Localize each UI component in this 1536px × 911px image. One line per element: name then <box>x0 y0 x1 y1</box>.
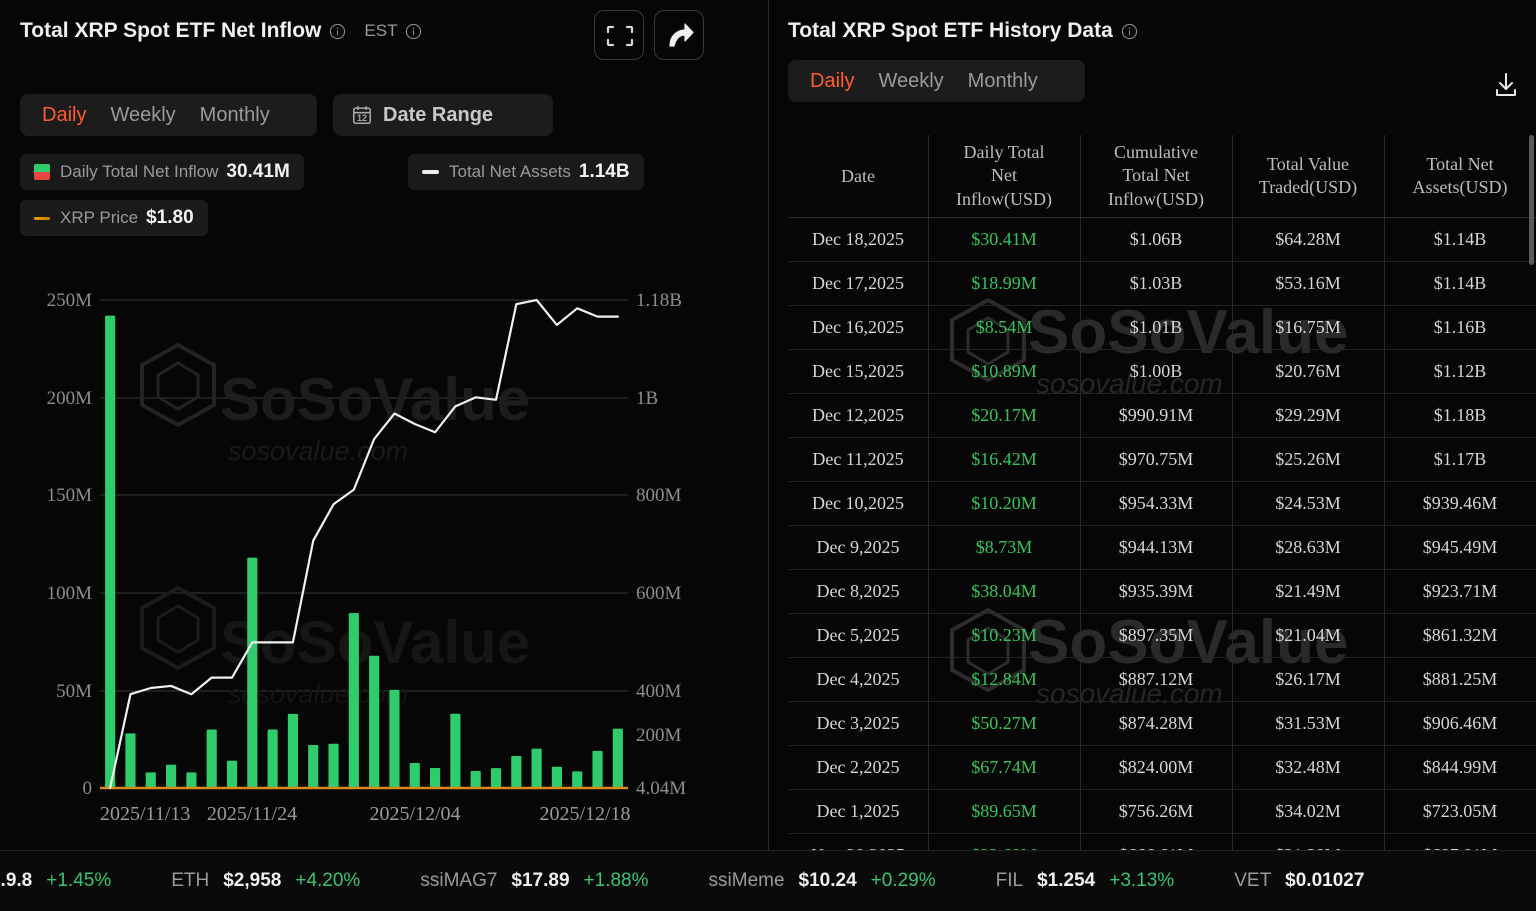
svg-text:1.18B: 1.18B <box>636 290 682 311</box>
svg-text:2025/12/04: 2025/12/04 <box>369 803 460 825</box>
svg-text:2025/12/18: 2025/12/18 <box>539 803 630 825</box>
svg-text:400M: 400M <box>636 681 682 702</box>
svg-text:sosovalue.com: sosovalue.com <box>228 436 408 466</box>
svg-text:0: 0 <box>83 778 93 799</box>
svg-text:2025/11/13: 2025/11/13 <box>100 803 190 825</box>
svg-text:SoSoValue: SoSoValue <box>220 366 530 433</box>
svg-text:800M: 800M <box>636 485 682 506</box>
svg-text:4.04M: 4.04M <box>636 778 686 799</box>
svg-text:150M: 150M <box>47 485 93 506</box>
svg-text:200M: 200M <box>636 725 682 746</box>
svg-text:100M: 100M <box>47 583 93 604</box>
svg-text:600M: 600M <box>636 583 682 604</box>
svg-text:2025/11/24: 2025/11/24 <box>207 803 297 825</box>
svg-text:200M: 200M <box>47 388 93 409</box>
svg-text:50M: 50M <box>56 681 92 702</box>
svg-text:250M: 250M <box>47 290 93 311</box>
svg-text:1B: 1B <box>636 388 658 409</box>
